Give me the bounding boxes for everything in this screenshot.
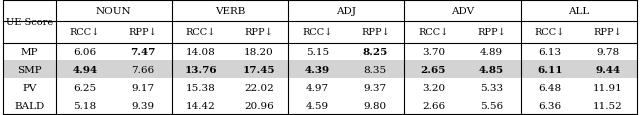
Text: 13.76: 13.76 xyxy=(185,65,217,74)
Text: 17.45: 17.45 xyxy=(243,65,275,74)
Text: RPP↓: RPP↓ xyxy=(129,28,157,37)
Text: 6.48: 6.48 xyxy=(538,83,561,92)
Text: 22.02: 22.02 xyxy=(244,83,274,92)
Text: 6.36: 6.36 xyxy=(538,101,561,110)
Text: SMP: SMP xyxy=(17,65,42,74)
Text: NOUN: NOUN xyxy=(96,7,132,16)
Bar xyxy=(3,61,637,79)
Text: ALL: ALL xyxy=(568,7,589,16)
Text: RCC↓: RCC↓ xyxy=(70,28,100,37)
Text: BALD: BALD xyxy=(14,101,45,110)
Text: 4.94: 4.94 xyxy=(72,65,97,74)
Text: RCC↓: RCC↓ xyxy=(186,28,216,37)
Text: RPP↓: RPP↓ xyxy=(361,28,390,37)
Text: 4.59: 4.59 xyxy=(306,101,329,110)
Text: 14.08: 14.08 xyxy=(186,48,216,56)
Text: 2.65: 2.65 xyxy=(420,65,446,74)
Text: MP: MP xyxy=(20,48,38,56)
Text: 5.33: 5.33 xyxy=(480,83,503,92)
Text: ADV: ADV xyxy=(451,7,474,16)
Text: 6.06: 6.06 xyxy=(73,48,96,56)
Text: 8.25: 8.25 xyxy=(363,48,388,56)
Text: RPP↓: RPP↓ xyxy=(593,28,622,37)
Text: 4.89: 4.89 xyxy=(480,48,503,56)
Text: 9.80: 9.80 xyxy=(364,101,387,110)
Text: 6.13: 6.13 xyxy=(538,48,561,56)
Text: 4.39: 4.39 xyxy=(305,65,330,74)
Text: 9.44: 9.44 xyxy=(595,65,620,74)
Text: 4.97: 4.97 xyxy=(306,83,329,92)
Text: 9.17: 9.17 xyxy=(131,83,154,92)
Text: 18.20: 18.20 xyxy=(244,48,274,56)
Text: 9.39: 9.39 xyxy=(131,101,154,110)
Text: 3.70: 3.70 xyxy=(422,48,445,56)
Text: 5.15: 5.15 xyxy=(306,48,329,56)
Text: 7.47: 7.47 xyxy=(130,48,156,56)
Text: 9.78: 9.78 xyxy=(596,48,620,56)
Text: 8.35: 8.35 xyxy=(364,65,387,74)
Text: 14.42: 14.42 xyxy=(186,101,216,110)
Text: RPP↓: RPP↓ xyxy=(477,28,506,37)
Text: 2.66: 2.66 xyxy=(422,101,445,110)
Text: UE Score: UE Score xyxy=(6,17,53,26)
Text: 5.18: 5.18 xyxy=(73,101,96,110)
Text: 3.20: 3.20 xyxy=(422,83,445,92)
Text: 11.52: 11.52 xyxy=(593,101,623,110)
Text: RCC↓: RCC↓ xyxy=(534,28,564,37)
Text: PV: PV xyxy=(22,83,36,92)
Text: 11.91: 11.91 xyxy=(593,83,623,92)
Text: RCC↓: RCC↓ xyxy=(419,28,449,37)
Text: 6.11: 6.11 xyxy=(537,65,563,74)
Text: 15.38: 15.38 xyxy=(186,83,216,92)
Text: 20.96: 20.96 xyxy=(244,101,274,110)
Text: 7.66: 7.66 xyxy=(131,65,154,74)
Text: 6.25: 6.25 xyxy=(73,83,96,92)
Text: 5.56: 5.56 xyxy=(480,101,503,110)
Text: 4.85: 4.85 xyxy=(479,65,504,74)
Text: RCC↓: RCC↓ xyxy=(302,28,332,37)
Text: RPP↓: RPP↓ xyxy=(244,28,273,37)
Text: 9.37: 9.37 xyxy=(364,83,387,92)
Text: ADJ: ADJ xyxy=(336,7,356,16)
Text: VERB: VERB xyxy=(215,7,245,16)
